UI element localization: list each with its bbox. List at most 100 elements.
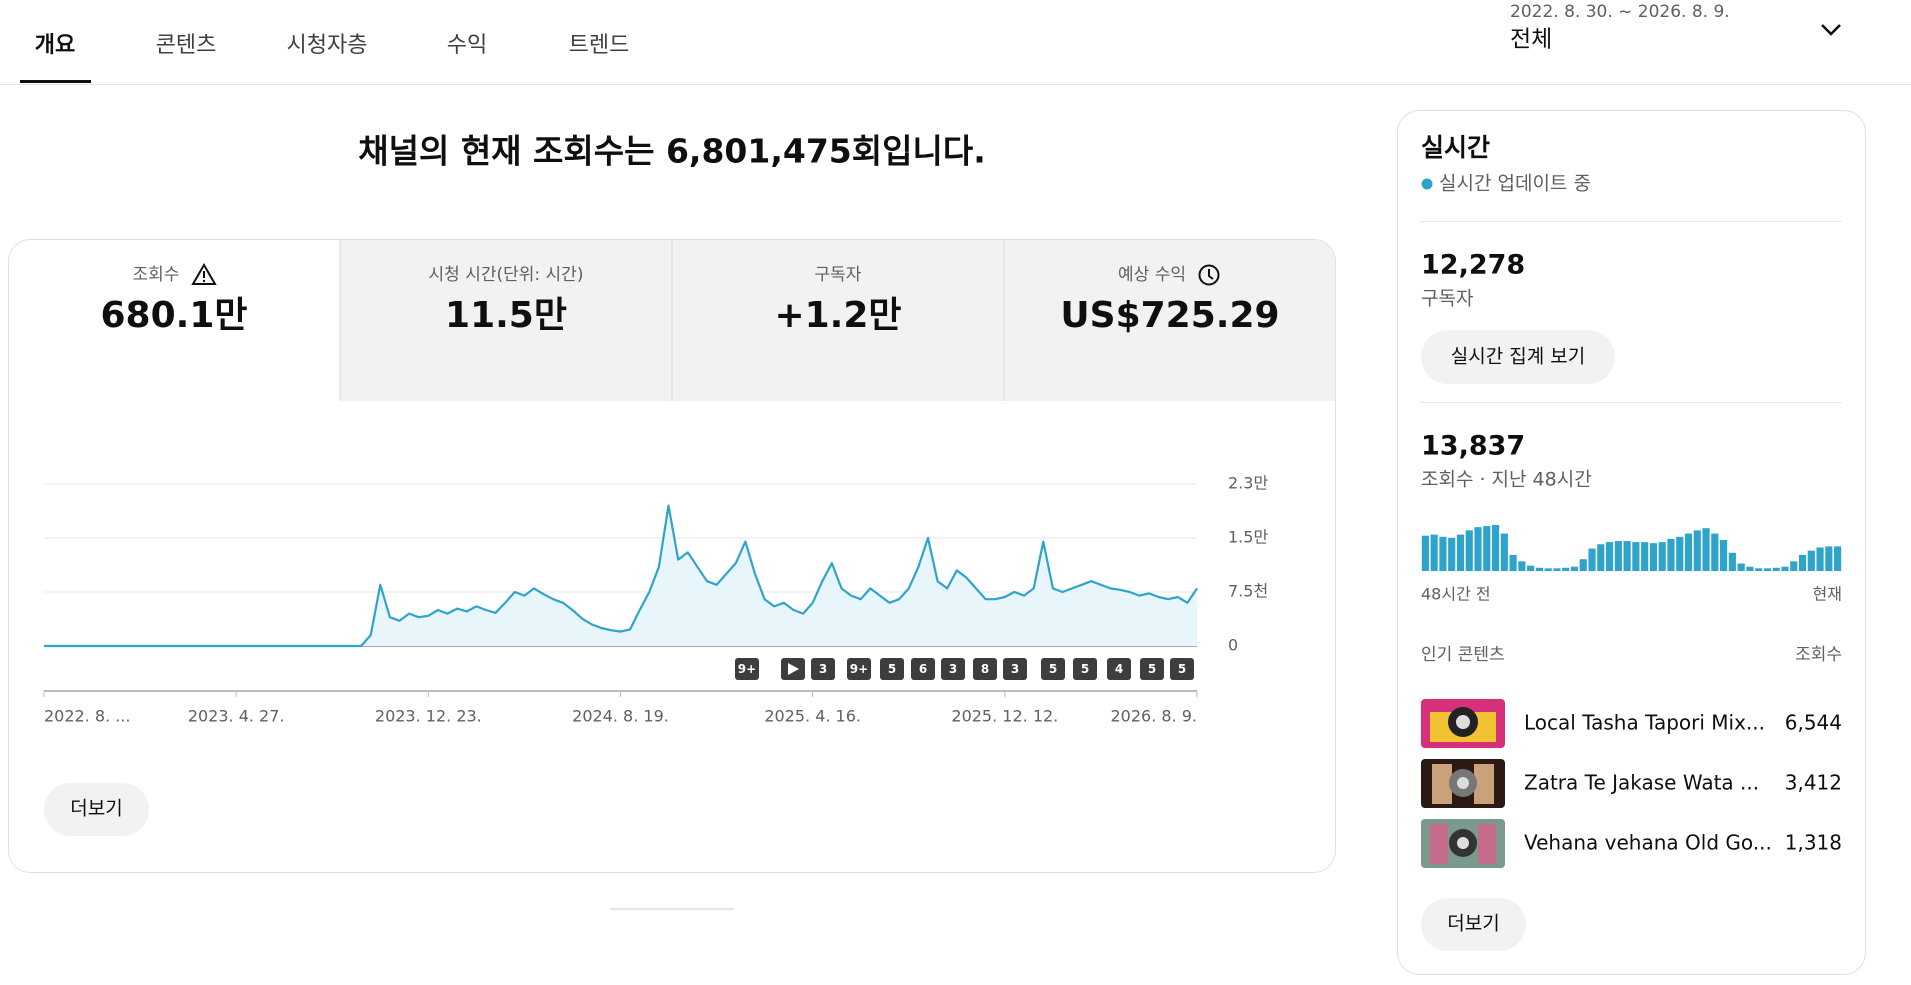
hourly-bar — [1448, 537, 1456, 571]
video-views: 1,318 — [1785, 831, 1842, 855]
hourly-bar — [1711, 533, 1719, 571]
hourly-bar — [1465, 530, 1473, 571]
badge[interactable]: 4 — [1107, 658, 1131, 680]
hourly-bar — [1816, 547, 1824, 571]
badge-bg — [941, 658, 965, 680]
more-button-label[interactable]: 더보기 — [1447, 913, 1499, 935]
badge-bg — [880, 658, 904, 680]
badge[interactable]: 9+ — [847, 658, 871, 680]
badge[interactable] — [781, 658, 805, 680]
hourly-bar — [1597, 544, 1605, 571]
metric-value[interactable]: 680.1만 — [101, 295, 248, 336]
hourly-bar — [1614, 541, 1622, 571]
badge-label: 5 — [1178, 662, 1186, 676]
more-button[interactable] — [1421, 898, 1526, 951]
badge[interactable]: 5 — [1041, 658, 1065, 680]
period[interactable]: 전체 — [1510, 27, 1552, 53]
badge-bg — [1003, 658, 1027, 680]
badge[interactable]: 3 — [811, 658, 835, 680]
hourly-bar — [1755, 568, 1763, 571]
badge-bg — [1041, 658, 1065, 680]
badge[interactable]: 5 — [1140, 658, 1164, 680]
metric-label[interactable]: 조회수 — [133, 265, 180, 285]
thumbnail[interactable] — [1421, 759, 1505, 808]
video-views: 6,544 — [1785, 711, 1842, 735]
hourly-bar — [1737, 563, 1745, 571]
hourly-bar — [1562, 567, 1570, 571]
badge-label: 3 — [1011, 662, 1019, 676]
start-label: 48시간 전 — [1421, 585, 1491, 604]
realtime-title: 실시간 — [1421, 133, 1490, 162]
video-title[interactable]: Local Tasha Tapori Mix... — [1524, 711, 1765, 735]
badge-label: 3 — [819, 662, 827, 676]
hourly-bar — [1667, 538, 1675, 571]
tab[interactable]: 시청자층 — [287, 33, 368, 58]
x-tick-label: 2023. 12. 23. — [375, 707, 482, 726]
badge[interactable]: 5 — [1073, 658, 1097, 680]
warning-icon — [191, 263, 217, 285]
metric-label[interactable]: 구독자 — [815, 265, 862, 285]
realtime-button[interactable] — [1421, 330, 1615, 384]
end-label: 현재 — [1813, 585, 1842, 604]
hourly-bar — [1491, 525, 1500, 571]
realtime-card — [1397, 110, 1866, 975]
hourly-bar — [1605, 542, 1614, 571]
hourly-bar — [1684, 533, 1693, 571]
tab[interactable]: 개요 — [35, 33, 75, 58]
tab[interactable]: 수익 — [447, 33, 487, 58]
more-button[interactable] — [44, 783, 149, 836]
hourly-bar — [1439, 536, 1447, 571]
hourly-bar — [1500, 533, 1508, 571]
more-button-label[interactable]: 더보기 — [70, 798, 122, 820]
hourly-bar — [1544, 568, 1552, 571]
hourly-bar — [1834, 546, 1842, 571]
metric-label[interactable]: 예상 수익 — [1118, 265, 1186, 285]
badge[interactable]: 8 — [973, 658, 997, 680]
hourly-bar — [1623, 541, 1631, 571]
hourly-bar — [1588, 548, 1596, 571]
badge-label: 5 — [1148, 662, 1156, 676]
thumbnail[interactable] — [1421, 819, 1505, 868]
headline: 채널의 현재 조회수는 6,801,475회입니다. — [358, 132, 986, 171]
realtime-button-label[interactable]: 실시간 집계 보기 — [1451, 346, 1585, 368]
badge-label: 5 — [888, 662, 896, 676]
subscriber-label: 구독자 — [1421, 288, 1473, 310]
video-title[interactable]: Zatra Te Jakase Wata ... — [1524, 771, 1759, 795]
badge[interactable]: 3 — [1003, 658, 1027, 680]
hourly-bar — [1720, 539, 1728, 571]
badge[interactable]: 5 — [1170, 658, 1194, 680]
tab[interactable]: 트렌드 — [569, 33, 630, 58]
badge[interactable]: 5 — [880, 658, 904, 680]
video-title[interactable]: Vehana vehana Old Go... — [1524, 831, 1772, 855]
y-tick-label: 7.5천 — [1228, 582, 1268, 601]
badge-label: 3 — [949, 662, 957, 676]
metric-value[interactable]: US$725.29 — [1060, 295, 1279, 336]
x-tick-label: 2023. 4. 27. — [188, 707, 285, 726]
metric-value[interactable]: 11.5만 — [445, 295, 567, 336]
top-views-header: 조회수 — [1795, 645, 1842, 665]
badge[interactable]: 6 — [911, 658, 935, 680]
hourly-bar — [1509, 554, 1517, 571]
badge-label: 4 — [1115, 662, 1123, 676]
play-icon — [788, 663, 799, 675]
badge-label: 8 — [981, 662, 989, 676]
y-tick-label: 2.3만 — [1228, 474, 1268, 493]
badge-bg — [973, 658, 997, 680]
x-tick-label: 2025. 4. 16. — [764, 707, 861, 726]
metric-value[interactable]: +1.2만 — [774, 295, 901, 336]
badge[interactable]: 9+ — [735, 658, 759, 680]
top-header: 인기 콘텐츠 — [1421, 645, 1505, 665]
hourly-chart — [1421, 525, 1842, 571]
views-count: 13,837 — [1421, 431, 1525, 462]
badge-bg — [1107, 658, 1131, 680]
badge[interactable]: 3 — [941, 658, 965, 680]
metric-label[interactable]: 시청 시간(단위: 시간) — [429, 265, 584, 285]
dropdown-chevron[interactable] — [1821, 24, 1841, 36]
badge-label: 9+ — [850, 662, 868, 676]
hourly-bar — [1728, 552, 1736, 571]
hourly-bar — [1553, 568, 1561, 571]
thumbnail[interactable] — [1421, 699, 1505, 748]
tab[interactable]: 콘텐츠 — [156, 33, 217, 58]
date-range[interactable]: 2022. 8. 30. ~ 2026. 8. 9. — [1510, 2, 1730, 22]
